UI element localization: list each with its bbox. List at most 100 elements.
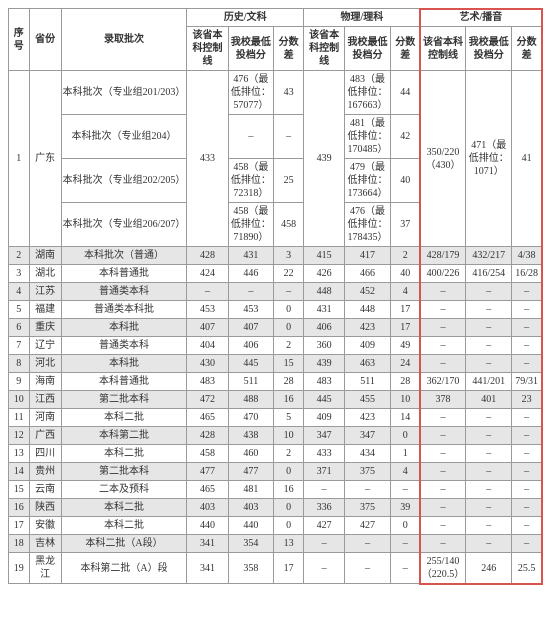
th-prov: 省份: [29, 9, 61, 71]
cell-hist-low: 470: [228, 409, 274, 427]
th-art-diff: 分数差: [512, 27, 542, 71]
cell-hist-ctrl: 458: [187, 445, 228, 463]
cell-hist-diff: 16: [274, 391, 304, 409]
cell-prov: 贵州: [29, 463, 61, 481]
cell-art-diff: 16/28: [512, 265, 542, 283]
cell-art-ctrl: 400/226: [420, 265, 466, 283]
cell-hist-low: 458（最低排位：71890）: [228, 203, 274, 247]
cell-art-ctrl: –: [420, 283, 466, 301]
table-row: 14贵州第二批本科47747703713754–––: [9, 463, 542, 481]
cell-art-diff: –: [512, 409, 542, 427]
cell-seq: 2: [9, 247, 30, 265]
cell-batch: 本科批: [61, 355, 187, 373]
cell-phys-diff: 40: [390, 265, 420, 283]
cell-prov: 黑龙江: [29, 553, 61, 584]
cell-phys-low: 417: [345, 247, 391, 265]
cell-hist-low: 445: [228, 355, 274, 373]
table-row: 8河北本科批4304451543946324–––: [9, 355, 542, 373]
cell-art-low: –: [466, 427, 512, 445]
cell-art-ctrl: –: [420, 535, 466, 553]
cell-art-ctrl: 362/170: [420, 373, 466, 391]
cell-hist-ctrl: 430: [187, 355, 228, 373]
cell-hist-ctrl: 465: [187, 409, 228, 427]
cell-phys-diff: 40: [390, 159, 420, 203]
cell-hist-ctrl: 341: [187, 535, 228, 553]
cell-prov: 江苏: [29, 283, 61, 301]
th-phys-ctrl: 该省本科控制线: [304, 27, 345, 71]
cell-phys-low: 375: [345, 463, 391, 481]
cell-art-low: 432/217: [466, 247, 512, 265]
cell-batch: 本科二批: [61, 445, 187, 463]
cell-art-diff: –: [512, 301, 542, 319]
cell-hist-diff: 43: [274, 71, 304, 115]
cell-phys-ctrl: 433: [304, 445, 345, 463]
table-row: 3湖北本科普通批4244462242646640400/226416/25416…: [9, 265, 542, 283]
cell-hist-diff: 2: [274, 337, 304, 355]
table-wrapper: 序号 省份 录取批次 历史/文科 物理/理科 艺术/播音 该省本科控制线 我校最…: [8, 8, 542, 584]
cell-batch: 普通类本科批: [61, 301, 187, 319]
cell-hist-diff: 15: [274, 355, 304, 373]
cell-batch: 本科普通批: [61, 265, 187, 283]
cell-phys-ctrl: 371: [304, 463, 345, 481]
cell-batch: 本科批次（专业组206/207）: [61, 203, 187, 247]
cell-phys-diff: 1: [390, 445, 420, 463]
cell-hist-ctrl: 341: [187, 553, 228, 584]
cell-art-low: –: [466, 445, 512, 463]
th-art: 艺术/播音: [420, 9, 541, 27]
table-row: 7辽宁普通类本科404406236040949–––: [9, 337, 542, 355]
cell-hist-ctrl: 440: [187, 517, 228, 535]
cell-art-low: 471（最低排位：1071）: [466, 71, 512, 247]
cell-hist-low: 354: [228, 535, 274, 553]
cell-art-diff: –: [512, 283, 542, 301]
cell-hist-low: 458（最低排位：72318）: [228, 159, 274, 203]
cell-hist-low: 358: [228, 553, 274, 584]
cell-seq: 19: [9, 553, 30, 584]
cell-batch: 本科批次（普通）: [61, 247, 187, 265]
cell-batch: 本科二批（A段）: [61, 535, 187, 553]
th-hist-low: 我校最低投档分: [228, 27, 274, 71]
cell-batch: 本科二批: [61, 499, 187, 517]
cell-phys-low: –: [345, 481, 391, 499]
cell-art-ctrl: –: [420, 517, 466, 535]
cell-phys-ctrl: 448: [304, 283, 345, 301]
cell-seq: 9: [9, 373, 30, 391]
cell-hist-diff: 16: [274, 481, 304, 499]
th-phys-low: 我校最低投档分: [345, 27, 391, 71]
cell-seq: 18: [9, 535, 30, 553]
cell-hist-diff: 0: [274, 463, 304, 481]
cell-hist-low: 488: [228, 391, 274, 409]
cell-phys-low: 452: [345, 283, 391, 301]
cell-art-diff: –: [512, 337, 542, 355]
cell-seq: 11: [9, 409, 30, 427]
cell-seq: 8: [9, 355, 30, 373]
table-row: 19黑龙江本科第二批（A）段34135817–––255/140（220.5）2…: [9, 553, 542, 584]
cell-hist-low: 407: [228, 319, 274, 337]
cell-art-ctrl: –: [420, 409, 466, 427]
cell-phys-low: 375: [345, 499, 391, 517]
cell-phys-ctrl: 347: [304, 427, 345, 445]
cell-art-ctrl: 428/179: [420, 247, 466, 265]
cell-seq: 17: [9, 517, 30, 535]
cell-hist-diff: 10: [274, 427, 304, 445]
cell-hist-ctrl: 424: [187, 265, 228, 283]
cell-phys-ctrl: –: [304, 535, 345, 553]
cell-batch: 本科二批: [61, 517, 187, 535]
cell-art-diff: –: [512, 499, 542, 517]
cell-phys-low: 423: [345, 319, 391, 337]
cell-hist-ctrl: 428: [187, 247, 228, 265]
cell-phys-diff: 28: [390, 373, 420, 391]
cell-hist-diff: 5: [274, 409, 304, 427]
cell-phys-low: 479（最低排位：173664）: [345, 159, 391, 203]
th-hist-diff: 分数差: [274, 27, 304, 71]
th-batch: 录取批次: [61, 9, 187, 71]
cell-seq: 14: [9, 463, 30, 481]
cell-hist-diff: –: [274, 115, 304, 159]
cell-hist-low: –: [228, 283, 274, 301]
cell-hist-low: 453: [228, 301, 274, 319]
cell-hist-diff: 0: [274, 517, 304, 535]
table-row: 10江西第二批本科472488164454551037840123: [9, 391, 542, 409]
cell-hist-ctrl: 465: [187, 481, 228, 499]
table-row: 13四川本科二批45846024334341–––: [9, 445, 542, 463]
cell-batch: 本科批次（专业组202/205）: [61, 159, 187, 203]
cell-prov: 河北: [29, 355, 61, 373]
